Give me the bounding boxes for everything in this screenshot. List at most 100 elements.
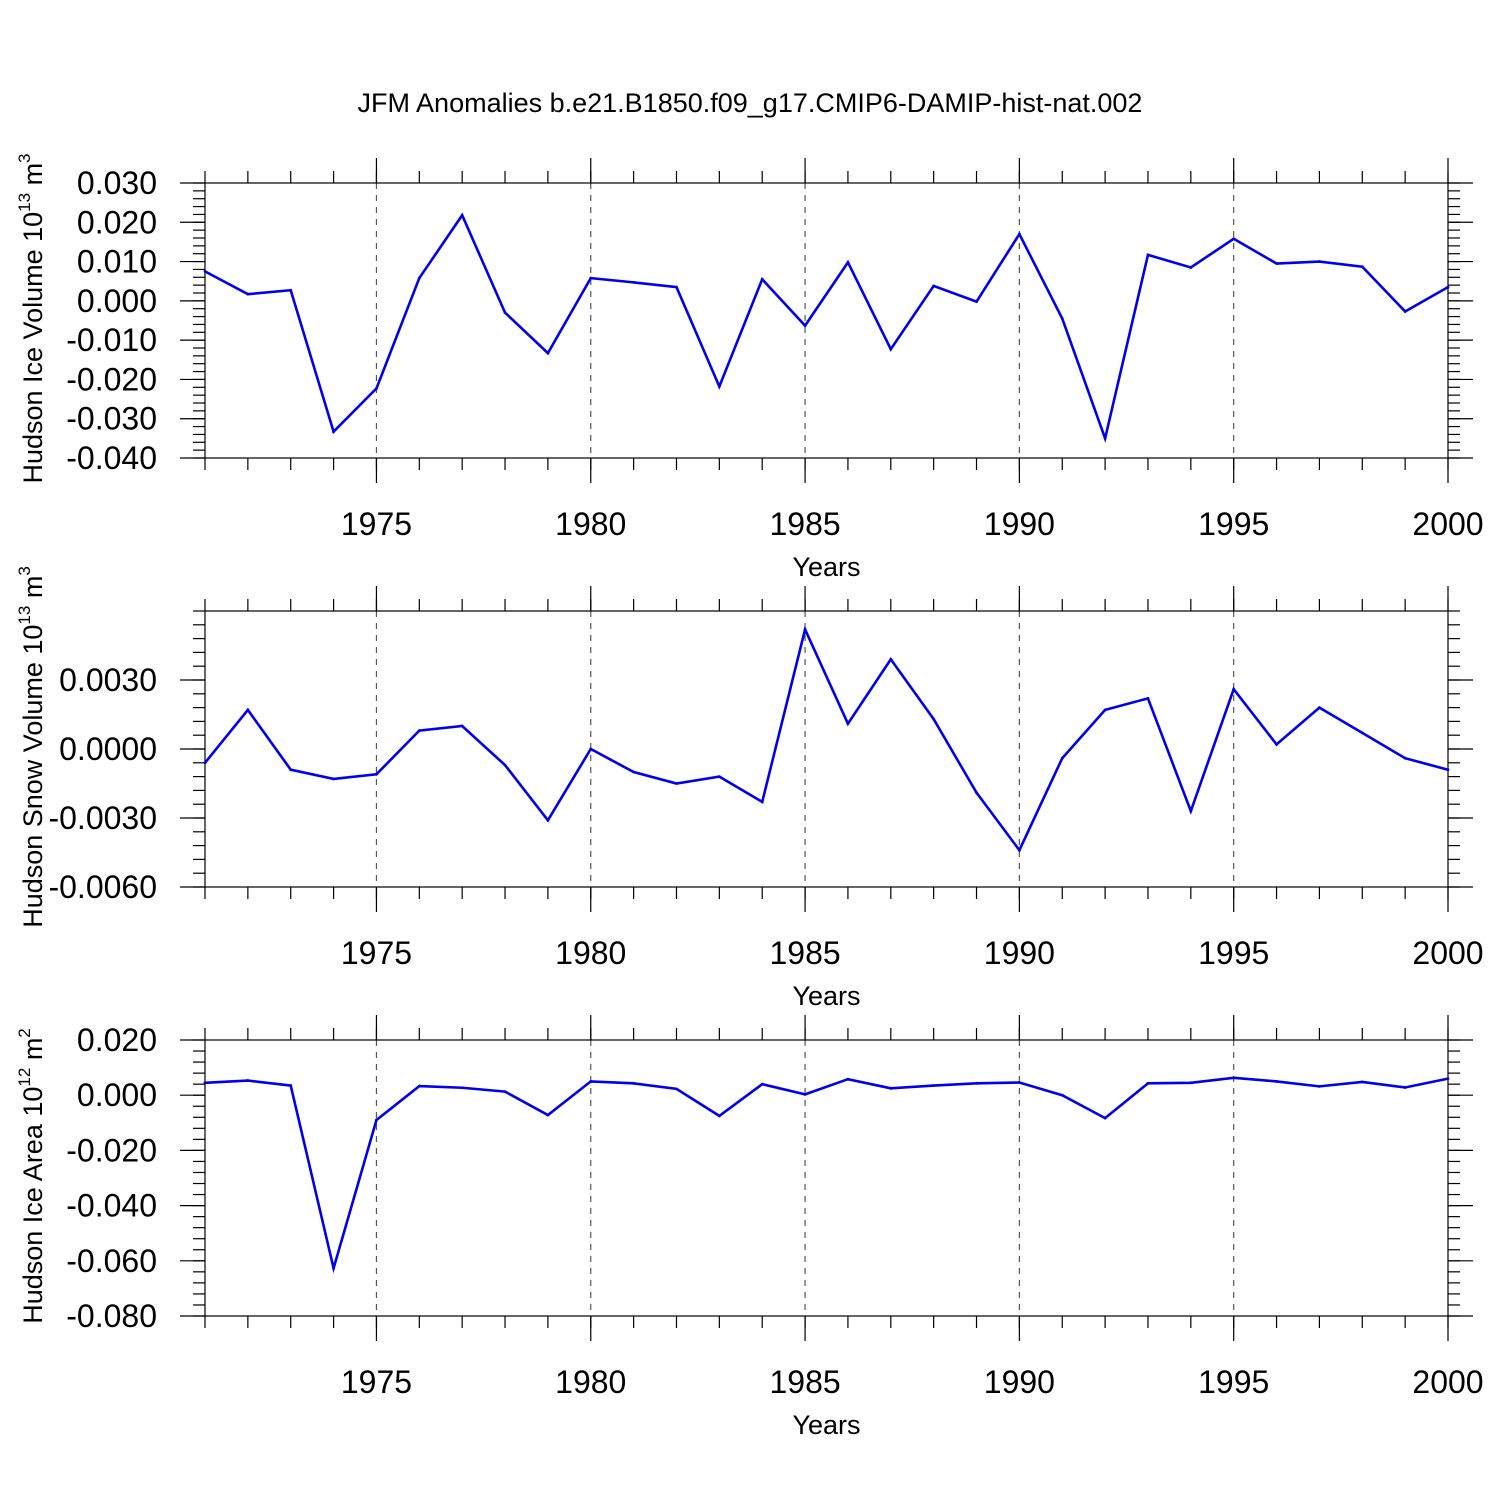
data-point <box>846 722 850 726</box>
data-point <box>460 1086 464 1090</box>
y-tick-label: 0.000 <box>77 283 157 319</box>
x-tick-label: 1995 <box>1198 1364 1269 1400</box>
y-axis-label: Hudson Snow Volume 1013 m3 <box>15 566 48 928</box>
data-point <box>717 1114 721 1118</box>
x-tick-label: 1975 <box>341 1364 412 1400</box>
y-axis-label-exponent: 13 <box>15 193 34 212</box>
x-axis-label: Years <box>792 981 860 1011</box>
data-point <box>632 1081 636 1085</box>
data-point <box>203 761 207 765</box>
data-point <box>1232 687 1236 691</box>
data-point <box>889 657 893 661</box>
plot-frame <box>204 1039 1449 1317</box>
x-tick-label: 1980 <box>555 506 626 542</box>
data-point <box>1060 317 1064 320</box>
y-axis-label-exponent: 12 <box>15 1068 34 1087</box>
data-point <box>546 1113 550 1117</box>
data-point <box>546 818 550 822</box>
x-tick-label: 1980 <box>555 1364 626 1400</box>
x-tick-label: 1995 <box>1198 506 1269 542</box>
data-point <box>932 1084 936 1087</box>
y-axis-label-text: Hudson Ice Volume 10 <box>18 212 48 484</box>
data-point <box>975 791 978 795</box>
data-point <box>503 1090 507 1094</box>
y-tick-label: -0.060 <box>66 1243 157 1279</box>
data-point <box>975 1081 978 1085</box>
data-point <box>975 300 978 304</box>
y-axis-label-text: Hudson Snow Volume 10 <box>18 625 48 928</box>
data-point <box>289 768 293 772</box>
data-point <box>760 277 764 281</box>
y-tick-label: -0.020 <box>66 1132 157 1168</box>
y-tick-label: -0.040 <box>66 1188 157 1224</box>
data-point <box>1318 260 1321 263</box>
data-point <box>1017 232 1021 236</box>
x-tick-label: 1980 <box>555 935 626 971</box>
y-tick-label: 0.010 <box>77 244 157 280</box>
data-point <box>760 1082 764 1086</box>
x-tick-label: 1990 <box>984 1364 1055 1400</box>
series-line <box>204 212 1449 443</box>
x-tick-label: 1990 <box>984 506 1055 542</box>
data-point <box>332 1266 335 1270</box>
data-point <box>1146 697 1150 700</box>
data-point <box>460 213 464 217</box>
data-point <box>1103 436 1107 440</box>
y-tick-label: -0.030 <box>66 401 157 437</box>
data-point <box>375 387 378 390</box>
data-point <box>589 747 593 751</box>
y-tick-label: 0.000 <box>77 1077 157 1113</box>
data-point <box>1060 1093 1064 1097</box>
y-axis-label-text: Hudson Ice Area 10 <box>18 1087 48 1324</box>
data-point <box>1275 743 1278 746</box>
y-axis-label: Hudson Ice Area 1012 m2 <box>15 1028 48 1324</box>
y-axis-label-unit: m <box>18 576 48 606</box>
data-point <box>1146 1081 1150 1085</box>
data-point <box>503 311 507 315</box>
x-tick-label: 1975 <box>341 506 412 542</box>
y-axis-label-unit-exponent: 2 <box>15 1028 34 1037</box>
data-point <box>932 284 936 288</box>
data-point <box>1103 708 1107 712</box>
data-point <box>1189 266 1193 269</box>
data-point <box>246 1079 250 1082</box>
y-tick-label: -0.0060 <box>48 869 157 905</box>
data-point <box>1017 1081 1021 1084</box>
data-point <box>1060 756 1064 760</box>
data-point <box>375 1118 378 1122</box>
data-point <box>1017 848 1021 852</box>
data-point <box>289 288 293 292</box>
y-tick-label: 0.020 <box>77 1022 157 1058</box>
data-point <box>803 628 807 631</box>
data-point <box>675 782 678 785</box>
data-point <box>1403 1086 1407 1089</box>
y-tick-label: 0.0030 <box>59 662 157 698</box>
series-line <box>204 1076 1449 1274</box>
data-point <box>846 1077 850 1081</box>
data-point <box>889 347 893 351</box>
data-point <box>1403 756 1407 760</box>
data-point <box>1189 809 1193 813</box>
panel-ice-area: 1975 1980 1985 1990 1995 2000 Years 0.020 0.000 -… <box>15 1015 1484 1440</box>
data-point <box>1189 1081 1193 1085</box>
x-tick-label: 2000 <box>1412 1364 1483 1400</box>
data-point <box>417 276 421 280</box>
y-axis-label-unit: m <box>18 1038 48 1068</box>
figure-title: JFM Anomalies b.e21.B1850.f09_g17.CMIP6-… <box>358 88 1143 118</box>
data-point <box>846 260 850 264</box>
data-point <box>1318 706 1321 709</box>
y-axis-label-exponent: 13 <box>15 606 34 625</box>
data-point <box>503 763 507 767</box>
data-point <box>717 385 721 388</box>
x-tick-label: 2000 <box>1412 935 1483 971</box>
y-axis-label-unit-exponent: 3 <box>15 566 34 575</box>
x-tick-label: 1985 <box>769 1364 840 1400</box>
series-line <box>203 625 1449 853</box>
data-point <box>632 280 636 284</box>
y-axis-label-unit-exponent: 3 <box>15 153 34 162</box>
x-tick-label: 1985 <box>769 935 840 971</box>
data-point <box>203 1081 207 1085</box>
x-tick-label: 1990 <box>984 935 1055 971</box>
x-tick-label: 1975 <box>341 935 412 971</box>
